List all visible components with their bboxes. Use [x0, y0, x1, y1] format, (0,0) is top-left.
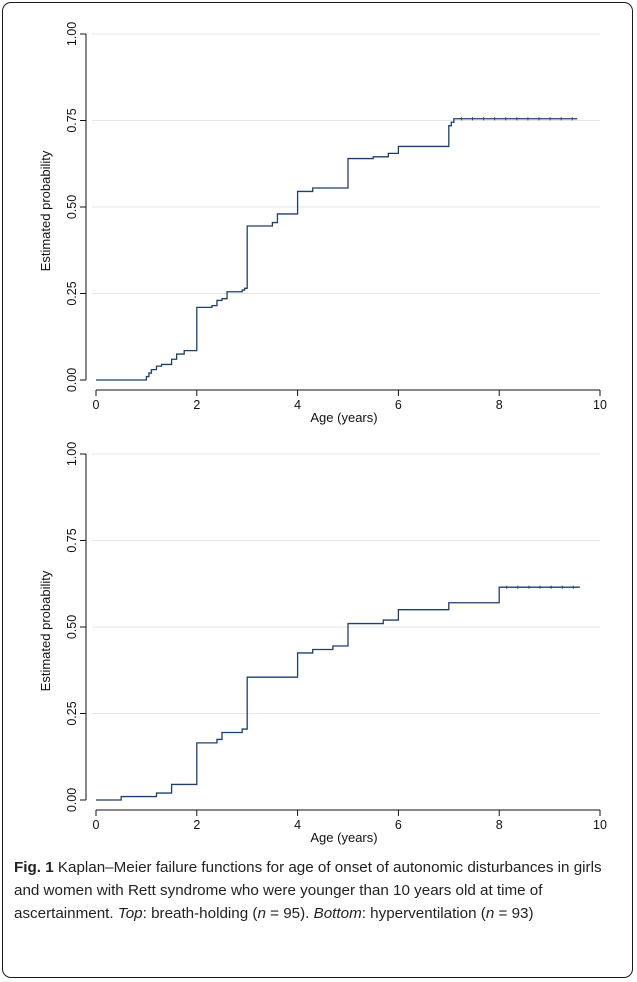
km-step-line	[96, 586, 580, 801]
caption-n-symbol-2: n	[485, 905, 495, 922]
x-tick-label: 8	[496, 818, 503, 832]
x-tick-label: 6	[395, 818, 402, 832]
y-tick-label: 0.00	[65, 788, 79, 812]
caption-top-label: Top	[117, 905, 143, 922]
y-tick-label: 0.25	[65, 281, 79, 305]
y-axis-title: Estimated probability	[38, 570, 53, 691]
caption-fig-label: Fig. 1	[14, 859, 54, 876]
caption-n-value-2: = 93)	[494, 905, 534, 922]
y-tick-label: 0.75	[65, 108, 79, 132]
x-axis-title: Age (years)	[310, 830, 377, 845]
y-axis-title: Estimated probability	[38, 150, 53, 271]
caption-n-symbol-1: n	[257, 905, 266, 922]
y-tick-label: 1.00	[65, 442, 79, 466]
km-step-line	[96, 118, 578, 381]
x-axis-title: Age (years)	[310, 410, 377, 425]
x-tick-label: 2	[193, 398, 200, 412]
x-tick-label: 0	[93, 818, 100, 832]
x-tick-label: 2	[193, 818, 200, 832]
y-tick-label: 1.00	[65, 22, 79, 46]
x-tick-label: 8	[496, 398, 503, 412]
caption-text-3: : hyperventilation (	[361, 905, 486, 922]
y-tick-label: 0.25	[65, 701, 79, 725]
caption-text-2: : breath-holding (	[142, 905, 258, 922]
figure-caption: Fig. 1 Kaplan–Meier failure functions fo…	[14, 856, 624, 925]
caption-bottom-label: Bottom	[313, 905, 362, 922]
x-tick-label: 4	[294, 818, 301, 832]
x-tick-label: 10	[593, 818, 607, 832]
x-tick-label: 4	[294, 398, 301, 412]
y-tick-label: 0.50	[65, 615, 79, 639]
y-tick-label: 0.75	[65, 528, 79, 552]
bottom-km-plot: 0.00 0.25 0.50 0.75 1.00 0 2 4 6 8 10 Age (years) Es…	[38, 442, 607, 845]
x-tick-label: 0	[93, 398, 100, 412]
y-tick-label: 0.00	[65, 368, 79, 392]
y-tick-label: 0.50	[65, 195, 79, 219]
caption-text-1: Kaplan–Meier failure functions for age o…	[14, 859, 602, 922]
x-tick-label: 10	[593, 398, 607, 412]
x-tick-label: 6	[395, 398, 402, 412]
top-km-plot: 0.00 0.25 0.50 0.75 1.00 0 2 4 6 8 10 Age (years) Es…	[38, 22, 607, 425]
caption-n-value-1: = 95).	[265, 905, 314, 922]
